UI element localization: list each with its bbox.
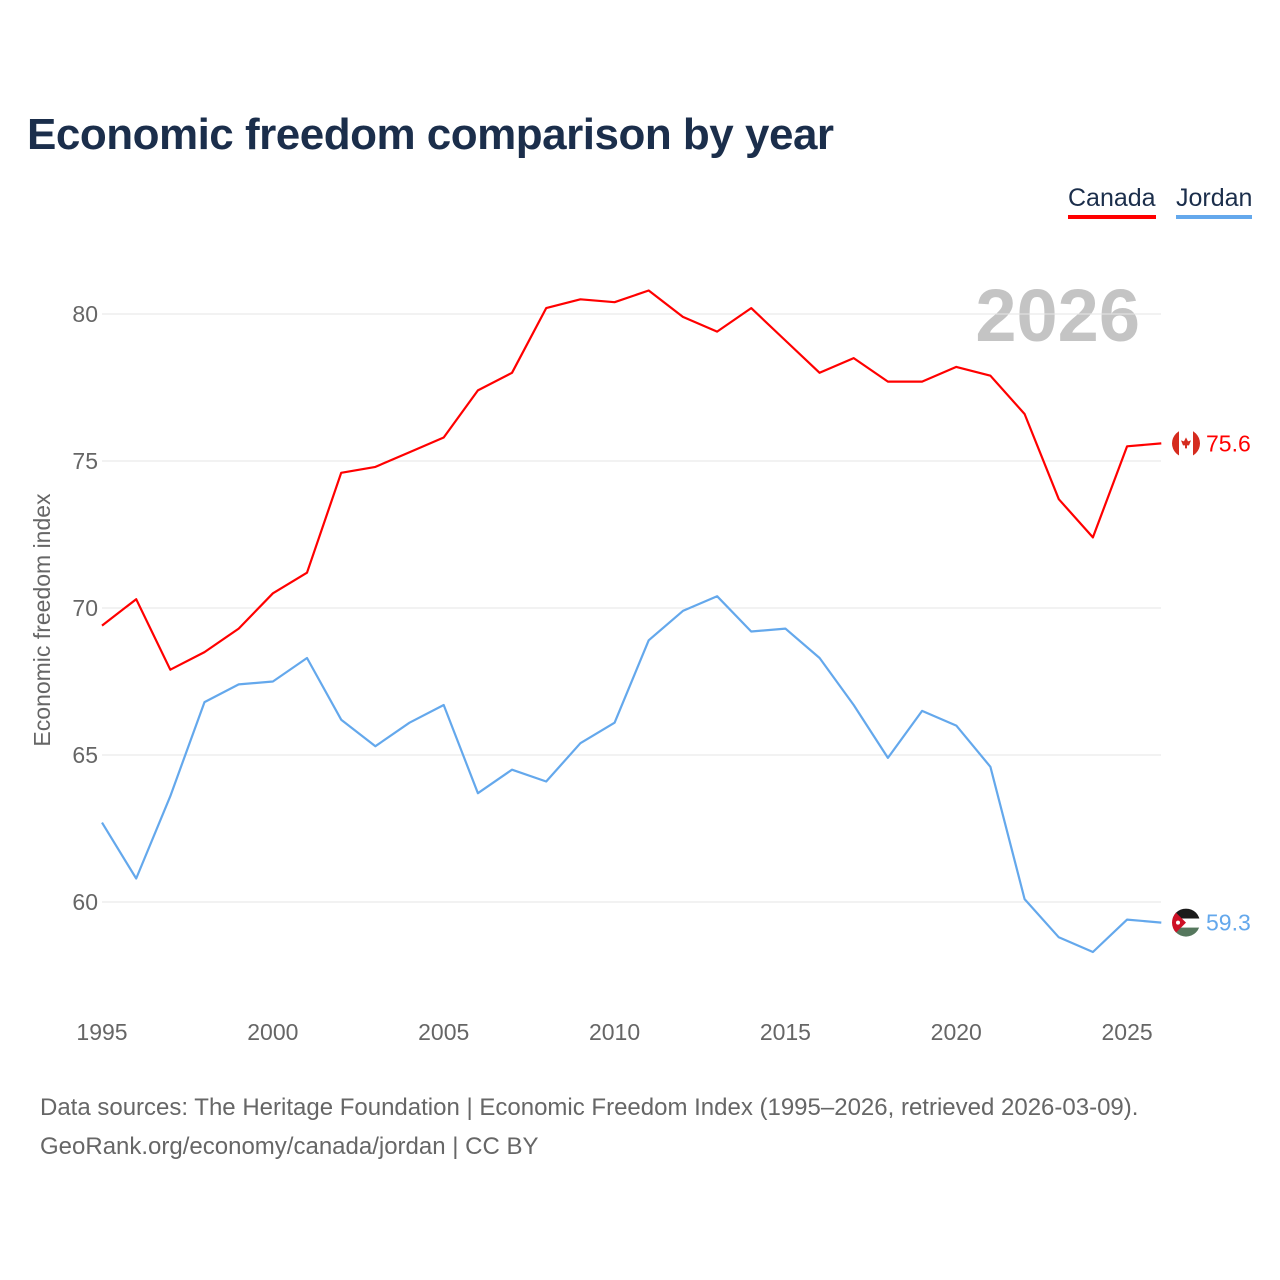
year-watermark: 2026 bbox=[975, 274, 1140, 357]
x-tick-label: 2015 bbox=[760, 1019, 811, 1045]
canada-flag-icon bbox=[1172, 429, 1200, 458]
x-tick-label: 2025 bbox=[1102, 1019, 1153, 1045]
y-tick-label: 75 bbox=[72, 448, 98, 474]
end-value-label-canada: 75.6 bbox=[1206, 430, 1251, 456]
footer: Data sources: The Heritage Foundation | … bbox=[40, 1088, 1138, 1166]
y-tick-label: 70 bbox=[72, 595, 98, 621]
end-value-label-jordan: 59.3 bbox=[1206, 910, 1251, 936]
attribution-link[interactable]: GeoRank.org/economy/canada/jordan | CC B… bbox=[40, 1133, 539, 1160]
x-tick-label: 2000 bbox=[247, 1019, 298, 1045]
series-line-jordan bbox=[101, 595, 1162, 954]
y-tick-label: 65 bbox=[72, 742, 98, 768]
y-tick-label: 60 bbox=[72, 889, 98, 915]
chart-title: Economic freedom comparison by year bbox=[27, 110, 834, 159]
jordan-flag-icon bbox=[1172, 908, 1200, 937]
x-tick-label: 2020 bbox=[931, 1019, 982, 1045]
series-line-canada bbox=[101, 289, 1162, 671]
y-tick-label: 80 bbox=[72, 301, 98, 327]
x-tick-label: 2010 bbox=[589, 1019, 640, 1045]
line-chart: 2026 60 65 70 75 80 1995 2000 2005 2010 2015 2020 20… bbox=[29, 274, 1251, 1045]
x-tick-label: 2005 bbox=[418, 1019, 469, 1045]
source-text: Data sources: The Heritage Foundation | … bbox=[40, 1094, 1139, 1121]
x-tick-label: 1995 bbox=[76, 1019, 127, 1045]
legend-jordan[interactable]: Jordan bbox=[1176, 184, 1253, 219]
y-axis-label: Economic freedom index bbox=[29, 493, 55, 747]
legend-canada[interactable]: Canada bbox=[1068, 184, 1156, 219]
